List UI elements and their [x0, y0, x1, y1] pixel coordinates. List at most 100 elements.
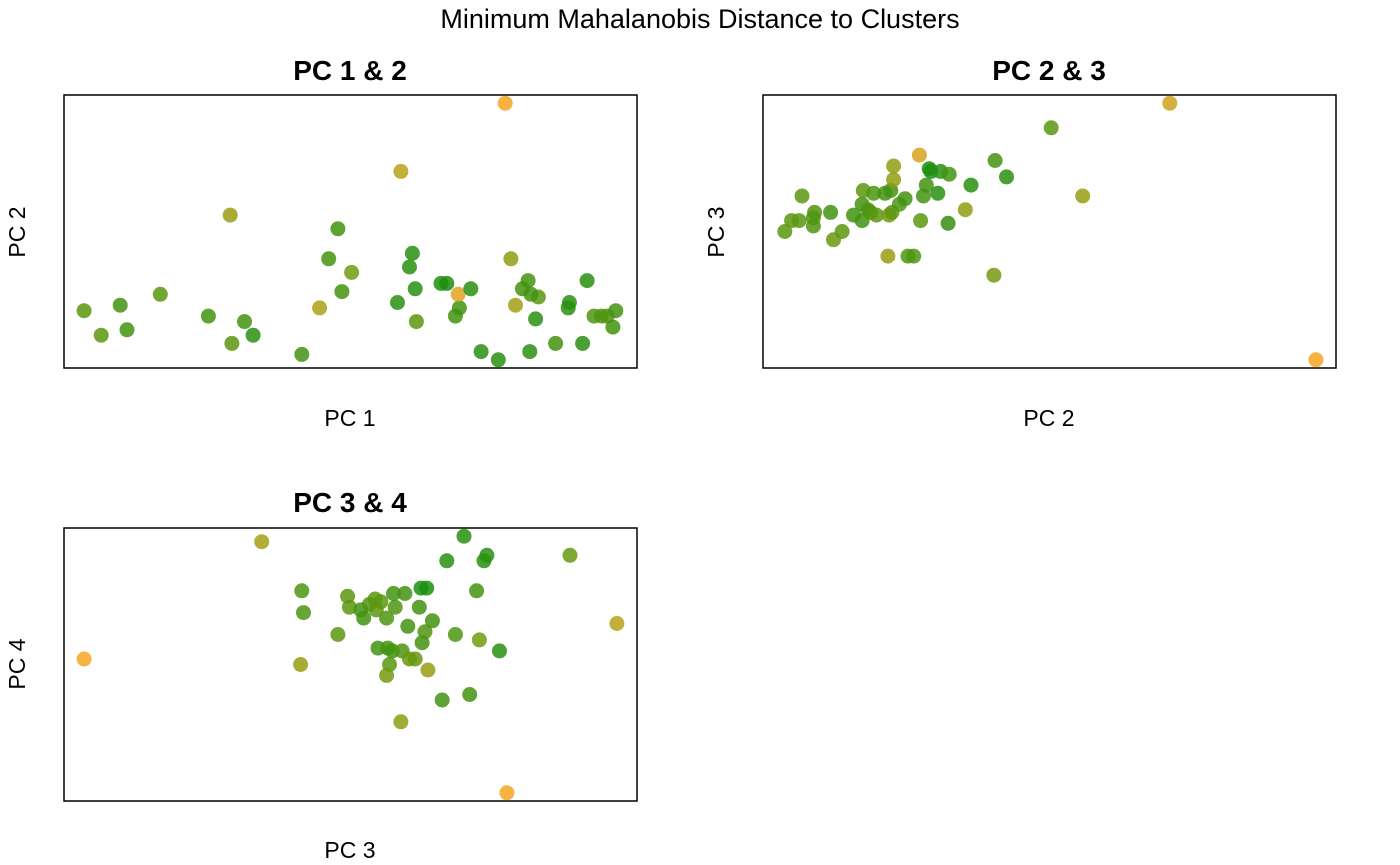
data-point: [312, 300, 328, 316]
data-point: [508, 297, 523, 313]
data-point: [386, 586, 401, 601]
data-point: [911, 147, 927, 163]
data-point: [605, 319, 621, 335]
data-point: [1075, 188, 1091, 204]
plot-frame: [63, 94, 638, 369]
data-point: [407, 651, 423, 667]
data-point: [451, 300, 467, 316]
data-point: [608, 303, 624, 319]
data-point: [794, 188, 810, 204]
data-point: [869, 207, 884, 223]
data-point: [447, 627, 463, 642]
data-point: [957, 202, 973, 218]
data-point: [330, 627, 346, 642]
data-point: [330, 221, 346, 237]
data-point: [575, 335, 591, 351]
data-point: [906, 248, 922, 264]
data-point: [397, 586, 413, 601]
data-point: [237, 314, 252, 330]
data-point: [390, 295, 405, 310]
data-point: [222, 207, 238, 223]
data-point: [930, 185, 946, 201]
data-point: [434, 692, 450, 708]
data-point: [76, 303, 92, 319]
plot-frame: [762, 94, 1337, 369]
y-axis-label: PC 4: [4, 638, 30, 689]
panel-pc2-pc3: PC 2 & 3 PC 2 PC 3: [703, 55, 1337, 431]
data-point: [417, 624, 433, 640]
data-point: [402, 259, 417, 275]
y-axis-label: PC 3: [703, 206, 729, 257]
data-point: [492, 643, 507, 659]
points-layer: [777, 95, 1324, 368]
y-axis-label: PC 2: [4, 206, 30, 257]
data-point: [224, 335, 240, 351]
data-point: [407, 281, 423, 297]
data-point: [886, 172, 902, 188]
data-point: [450, 286, 466, 302]
data-point: [387, 599, 403, 615]
data-point: [93, 327, 109, 343]
data-point: [373, 594, 389, 610]
data-point: [112, 297, 128, 313]
data-point: [341, 599, 357, 615]
data-point: [473, 344, 489, 360]
panel-pc1-pc2: PC 1 & 2 PC 1 PC 2: [4, 55, 638, 431]
x-axis-label: PC 1: [324, 405, 375, 431]
data-point: [356, 610, 372, 626]
data-point: [420, 662, 436, 678]
data-point: [880, 248, 896, 264]
data-point: [490, 352, 506, 368]
data-point: [479, 547, 495, 563]
data-point: [321, 251, 337, 267]
plot-frame: [63, 527, 638, 802]
data-point: [462, 687, 478, 702]
panel-title: PC 1 & 2: [293, 55, 407, 86]
data-point: [400, 618, 416, 634]
panel-title: PC 2 & 3: [992, 55, 1106, 86]
data-point: [562, 547, 578, 563]
data-point: [503, 251, 519, 267]
data-point: [609, 616, 625, 631]
x-axis-label: PC 3: [324, 837, 375, 863]
data-point: [419, 580, 435, 596]
data-point: [579, 273, 595, 289]
data-point: [805, 218, 821, 234]
data-point: [456, 528, 472, 544]
data-point: [823, 204, 839, 220]
data-point: [254, 534, 270, 550]
data-point: [1308, 352, 1324, 368]
data-point: [834, 224, 850, 239]
data-point: [520, 273, 536, 289]
data-point: [777, 224, 793, 239]
data-point: [963, 177, 979, 193]
data-point: [408, 314, 424, 330]
main-title: Minimum Mahalanobis Distance to Clusters: [440, 4, 960, 34]
data-point: [404, 245, 420, 261]
data-point: [245, 327, 261, 343]
x-axis-label: PC 2: [1023, 405, 1074, 431]
data-point: [344, 264, 360, 280]
data-point: [393, 163, 409, 179]
data-point: [200, 308, 216, 324]
data-point: [293, 657, 309, 672]
points-layer: [76, 95, 624, 368]
data-point: [918, 177, 934, 193]
data-point: [463, 281, 479, 297]
data-point: [791, 213, 807, 229]
data-point: [393, 714, 409, 730]
data-point: [334, 284, 350, 300]
data-point: [471, 632, 487, 648]
data-point: [439, 275, 455, 291]
data-point: [987, 153, 1003, 168]
data-point: [548, 335, 564, 351]
panel-pc3-pc4: PC 3 & 4 PC 3 PC 4: [4, 487, 638, 863]
data-point: [499, 785, 515, 801]
data-point: [986, 267, 1002, 283]
data-point: [522, 344, 538, 360]
panel-title: PC 3 & 4: [293, 487, 407, 518]
data-point: [294, 583, 310, 599]
data-point: [379, 667, 395, 683]
data-point: [76, 651, 92, 667]
